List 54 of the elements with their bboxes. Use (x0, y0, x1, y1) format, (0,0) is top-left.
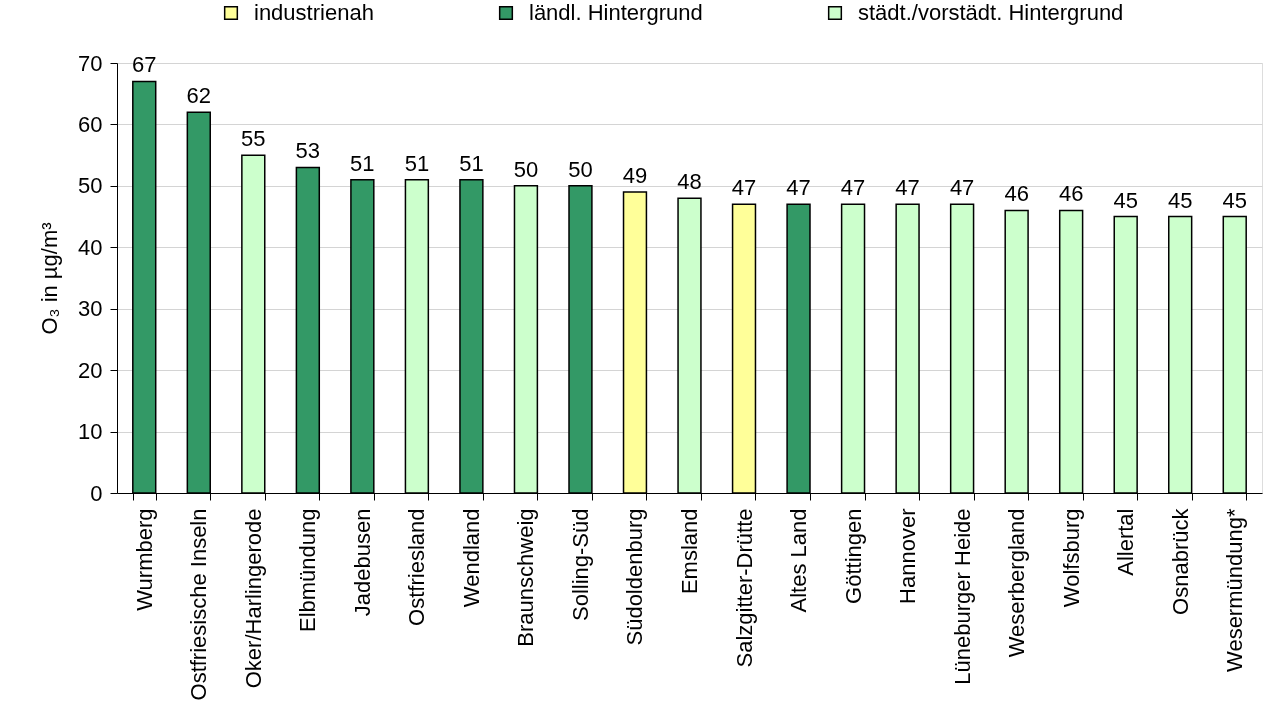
x-tick-label: Oker/Harlingerode (240, 508, 266, 689)
y-tick-label: 20 (78, 357, 103, 383)
data-label: 45 (1113, 187, 1138, 213)
x-tick-label: Altes Land (786, 508, 812, 613)
x-tick-label: Jadebusen (349, 508, 375, 617)
data-label: 50 (568, 156, 593, 182)
data-label: 45 (1167, 187, 1193, 213)
data-label: 51 (459, 150, 484, 176)
legend-label: städt./vorstädt. Hintergrund (858, 0, 1124, 25)
x-tick-label: Wolfsburg (1058, 508, 1084, 608)
data-label: 51 (350, 150, 375, 176)
x-tick-label: Braunschweig (513, 508, 539, 647)
data-label: 55 (241, 126, 266, 152)
data-label: 50 (513, 156, 539, 182)
data-label: 49 (622, 163, 648, 188)
x-tick-label: Osnabrück (1167, 507, 1193, 615)
data-label: 47 (731, 175, 757, 201)
data-label: 48 (677, 169, 702, 195)
data-label: 47 (949, 175, 975, 201)
data-label: 67 (132, 52, 157, 78)
x-tick-label: Solling-Süd (567, 508, 593, 622)
data-label: 62 (186, 83, 212, 109)
data-label: 46 (1058, 181, 1084, 207)
x-tick-label: Ostfriesische Inseln (186, 508, 212, 701)
x-tick-label: Weserbergland (1004, 508, 1030, 658)
data-label: 51 (404, 150, 430, 176)
legend-label: ländl. Hintergrund (529, 0, 703, 25)
x-tick-label: Emsland (677, 508, 702, 595)
data-label: 47 (840, 175, 866, 201)
x-tick-label: Südoldenburg (622, 508, 648, 646)
x-tick-label: Hannover (895, 508, 921, 604)
x-tick-label: Wesermündung* (1222, 508, 1248, 672)
x-tick-label: Salzgitter-Drütte (731, 508, 757, 668)
x-tick-label: Lüneburger Heide (949, 508, 975, 685)
y-axis-title: O₃ in µg/m³ (37, 222, 63, 335)
data-label: 45 (1222, 187, 1247, 213)
x-tick-label: Allertal (1113, 508, 1139, 576)
y-tick-label: 40 (78, 234, 103, 260)
x-tick-label: Wurmberg (131, 508, 157, 611)
x-tick-label: Wendland (458, 508, 484, 608)
x-tick-label: Elbmündung (295, 508, 321, 633)
y-tick-label: 50 (78, 173, 103, 199)
data-label: 46 (1004, 181, 1029, 207)
y-tick-label: 30 (78, 296, 103, 322)
x-tick-label: Göttingen (840, 508, 866, 604)
legend-label: industrienah (254, 0, 374, 25)
y-tick-label: 70 (78, 50, 103, 76)
y-tick-label: 60 (78, 111, 103, 137)
y-tick-label: 10 (78, 419, 103, 445)
y-tick-label: 0 (90, 480, 103, 506)
data-label: 47 (786, 175, 811, 201)
data-label: 53 (295, 138, 321, 164)
data-label: 47 (895, 175, 920, 201)
x-tick-label: Ostfriesland (404, 508, 430, 626)
